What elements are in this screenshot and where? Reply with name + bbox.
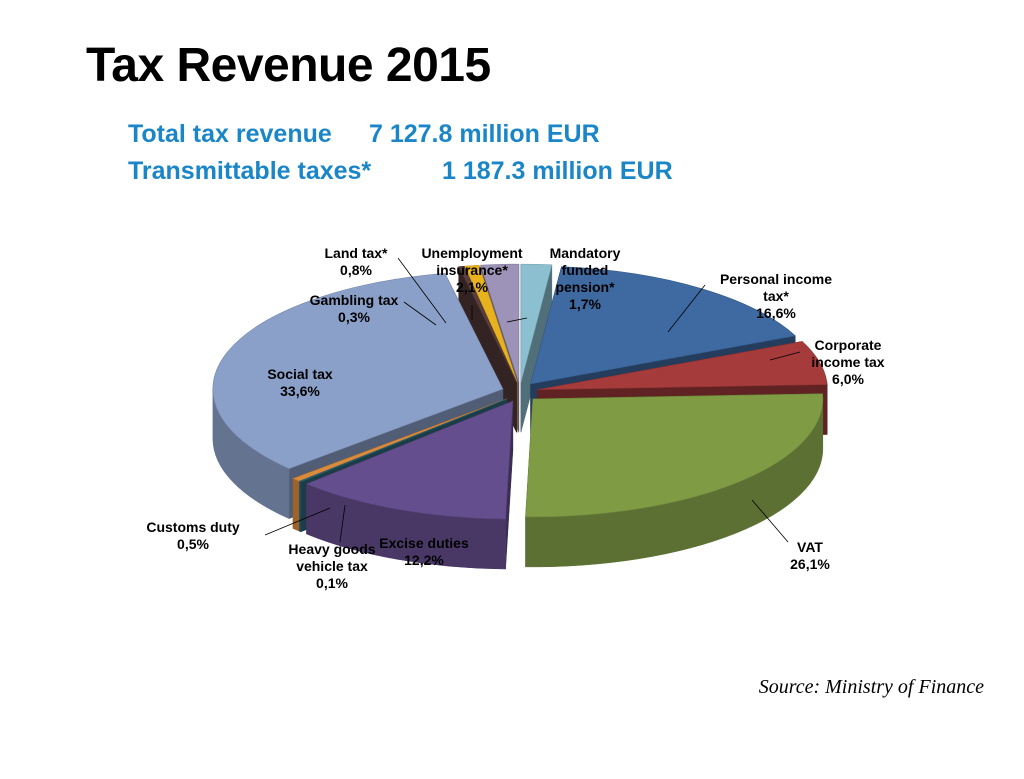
leader-line	[403, 301, 437, 326]
total-revenue-line: Total tax revenue 7 127.8 million EUR	[128, 120, 600, 149]
slice-labels: Mandatory funded pension* 1,7% Personal inco…	[146, 245, 884, 591]
leader-line	[264, 507, 331, 536]
leader-line	[339, 504, 346, 543]
label-gambling-tax: Gambling tax 0,3%	[310, 292, 399, 325]
slice-excise-duties	[305, 400, 514, 570]
page-title: Tax Revenue 2015	[86, 39, 491, 92]
label-mandatory-funded-pension: Mandatory funded pension* 1,7%	[550, 245, 621, 312]
total-revenue-value: 7 127.8 million EUR	[369, 120, 600, 148]
transmittable-taxes-line: Transmittable taxes* 1 187.3 million EUR	[128, 157, 673, 186]
label-excise-duties: Excise duties 12,2%	[379, 535, 469, 568]
label-social-tax: Social tax 33,6%	[267, 366, 333, 399]
leader-line	[397, 257, 447, 324]
label-vat: VAT 26,1%	[790, 539, 830, 572]
leader-line	[667, 284, 706, 333]
total-revenue-label: Total tax revenue	[128, 120, 332, 148]
slice-vat	[525, 393, 824, 568]
transmittable-taxes-value: 1 187.3 million EUR	[442, 157, 673, 185]
leader-line	[769, 351, 801, 361]
leader-line	[506, 317, 528, 323]
label-heavy-goods-vehicle-tax: Heavy goods vehicle tax 0,1%	[288, 541, 375, 591]
label-unemployment-insurance: Unemployment insurance* 2,1%	[421, 245, 522, 295]
leader-line	[751, 499, 789, 543]
transmittable-taxes-label: Transmittable taxes*	[128, 157, 372, 185]
label-customs-duty: Customs duty 0,5%	[146, 519, 240, 552]
label-corporate-income-tax: Corporate income tax 6,0%	[811, 337, 884, 387]
label-land-tax: Land tax* 0,8%	[324, 245, 388, 278]
source-note: Source: Ministry of Finance	[758, 676, 984, 698]
label-personal-income-tax: Personal income tax* 16,6%	[720, 271, 832, 321]
